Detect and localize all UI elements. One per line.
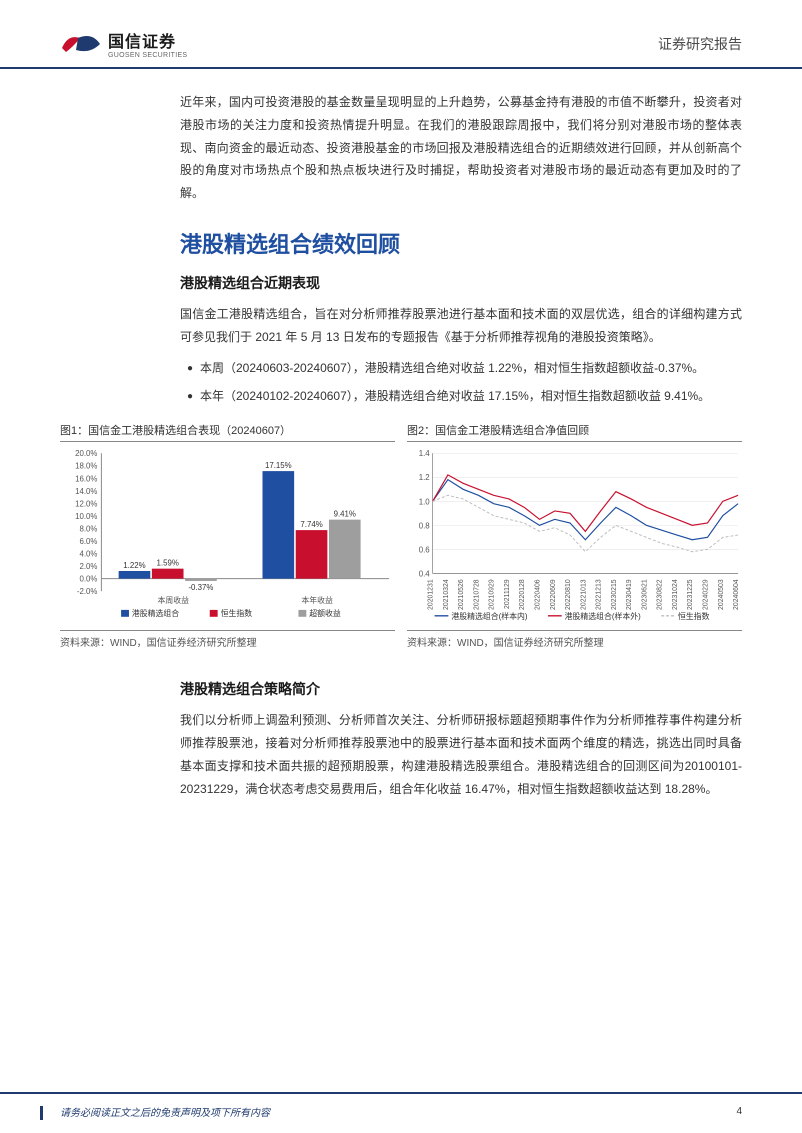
page-number: 4 [736,1106,742,1117]
subsection-title-2: 港股精选组合策略简介 [180,679,742,699]
svg-text:港股精选组合(样本内): 港股精选组合(样本内) [451,611,527,621]
chart-1-block: 图1：国信金工港股精选组合表现（20240607） -2.0% 0.0% 2.0% 4… [60,422,395,649]
chart-1-area: -2.0% 0.0% 2.0% 4.0% 6.0% 8.0% 10.0% 12.0% 14.0%… [60,446,395,626]
svg-text:0.0%: 0.0% [79,575,97,584]
svg-text:12.0%: 12.0% [75,500,97,509]
svg-text:20201231: 20201231 [428,579,435,610]
svg-text:1.59%: 1.59% [157,559,179,568]
chart-2-source: 资料来源：WIND，国信证券经济研究所整理 [407,630,742,649]
logo-block: 国信证券 GUOSEN SECURITIES [60,28,187,59]
svg-text:20210526: 20210526 [458,579,465,610]
svg-text:20220406: 20220406 [535,579,542,610]
svg-text:0.6: 0.6 [419,546,431,555]
svg-text:20220609: 20220609 [550,579,557,610]
svg-text:20240604: 20240604 [733,579,740,610]
svg-text:20210728: 20210728 [473,579,480,610]
svg-text:20221013: 20221013 [580,579,587,610]
svg-text:20211129: 20211129 [504,579,511,609]
svg-text:20.0%: 20.0% [75,449,97,458]
svg-text:20230621: 20230621 [641,579,648,610]
svg-text:20231225: 20231225 [687,579,694,610]
svg-text:20210324: 20210324 [443,579,450,610]
svg-text:20230419: 20230419 [626,579,633,610]
svg-text:港股精选组合: 港股精选组合 [132,608,179,618]
svg-text:20210929: 20210929 [489,579,496,610]
logo-text-cn: 国信证券 [108,28,187,52]
bullet-text: 本周（20240603-20240607），港股精选组合绝对收益 1.22%，相… [200,357,742,380]
svg-text:17.15%: 17.15% [265,461,292,470]
svg-text:1.2: 1.2 [419,473,430,482]
subsection-2-para: 我们以分析师上调盈利预测、分析师首次关注、分析师研报标题超预期事件作为分析师推荐… [180,709,742,800]
bullet-list: ● 本周（20240603-20240607），港股精选组合绝对收益 1.22%… [180,357,742,409]
line-chart-svg: 0.4 0.6 0.8 1.0 1.2 1.4 20201231 20210324 202105… [407,446,742,626]
svg-text:港股精选组合(样本外): 港股精选组合(样本外) [565,611,641,621]
svg-text:18.0%: 18.0% [75,462,97,471]
svg-text:-2.0%: -2.0% [77,587,98,596]
svg-text:14.0%: 14.0% [75,487,97,496]
page-header: 国信证券 GUOSEN SECURITIES 证券研究报告 [0,0,802,69]
intro-paragraph: 近年来，国内可投资港股的基金数量呈现明显的上升趋势，公募基金持有港股的市值不断攀… [180,91,742,205]
svg-text:本周收益: 本周收益 [158,595,190,605]
subsection-1-para: 国信金工港股精选组合，旨在对分析师推荐股票池进行基本面和技术面的双层优选，组合的… [180,303,742,349]
section-title: 港股精选组合绩效回顾 [180,227,742,259]
logo-icon [60,30,102,58]
svg-text:20230215: 20230215 [611,579,618,610]
chart-2-area: 0.4 0.6 0.8 1.0 1.2 1.4 20201231 20210324 202105… [407,446,742,626]
report-type-label: 证券研究报告 [658,34,742,54]
svg-text:6.0%: 6.0% [79,537,97,546]
page-footer: 请务必阅读正文之后的免责声明及项下所有内容 4 [0,1092,802,1133]
svg-text:1.4: 1.4 [419,449,431,458]
charts-row: 图1：国信金工港股精选组合表现（20240607） -2.0% 0.0% 2.0% 4… [60,422,742,649]
svg-text:7.74%: 7.74% [300,520,322,529]
logo-text-en: GUOSEN SECURITIES [108,52,187,59]
page-content: 近年来，国内可投资港股的基金数量呈现明显的上升趋势，公募基金持有港股的市值不断攀… [0,69,802,800]
svg-text:20220128: 20220128 [519,579,526,610]
svg-text:9.41%: 9.41% [334,510,356,519]
svg-text:-0.37%: -0.37% [188,583,213,592]
chart-2-title: 图2：国信金工港股精选组合净值回顾 [407,422,742,442]
svg-text:超额收益: 超额收益 [309,608,341,618]
svg-text:20240503: 20240503 [718,579,725,610]
svg-text:1.0: 1.0 [419,497,431,506]
svg-text:20230822: 20230822 [657,579,664,610]
bullet-text: 本年（20240102-20240607），港股精选组合绝对收益 17.15%，… [200,385,742,408]
svg-text:恒生指数: 恒生指数 [678,611,710,621]
chart-1-source: 资料来源：WIND，国信证券经济研究所整理 [60,630,395,649]
svg-text:恒生指数: 恒生指数 [221,608,253,618]
svg-text:20221213: 20221213 [596,579,603,610]
svg-text:0.8: 0.8 [419,521,431,530]
bullet-item: ● 本周（20240603-20240607），港股精选组合绝对收益 1.22%… [180,357,742,380]
svg-text:10.0%: 10.0% [75,512,97,521]
footer-disclaimer: 请务必阅读正文之后的免责声明及项下所有内容 [60,1104,270,1119]
chart-1-title: 图1：国信金工港股精选组合表现（20240607） [60,422,395,442]
svg-text:20220810: 20220810 [565,579,572,610]
svg-text:本年收益: 本年收益 [301,595,333,605]
bullet-item: ● 本年（20240102-20240607），港股精选组合绝对收益 17.15… [180,385,742,408]
svg-text:1.22%: 1.22% [123,561,145,570]
svg-text:4.0%: 4.0% [79,550,97,559]
svg-text:20231024: 20231024 [672,579,679,610]
bullet-icon: ● [180,385,200,408]
svg-text:16.0%: 16.0% [75,474,97,483]
bullet-icon: ● [180,357,200,380]
svg-text:8.0%: 8.0% [79,525,97,534]
svg-text:0.4: 0.4 [419,570,431,579]
bar-chart-svg: -2.0% 0.0% 2.0% 4.0% 6.0% 8.0% 10.0% 12.0% 14.0%… [60,446,395,626]
subsection-title-1: 港股精选组合近期表现 [180,273,742,293]
svg-text:20240229: 20240229 [703,579,710,610]
svg-text:2.0%: 2.0% [79,562,97,571]
footer-accent [40,1106,43,1120]
chart-2-block: 图2：国信金工港股精选组合净值回顾 0.4 0.6 0.8 1.0 1.2 1.4 2020… [407,422,742,649]
